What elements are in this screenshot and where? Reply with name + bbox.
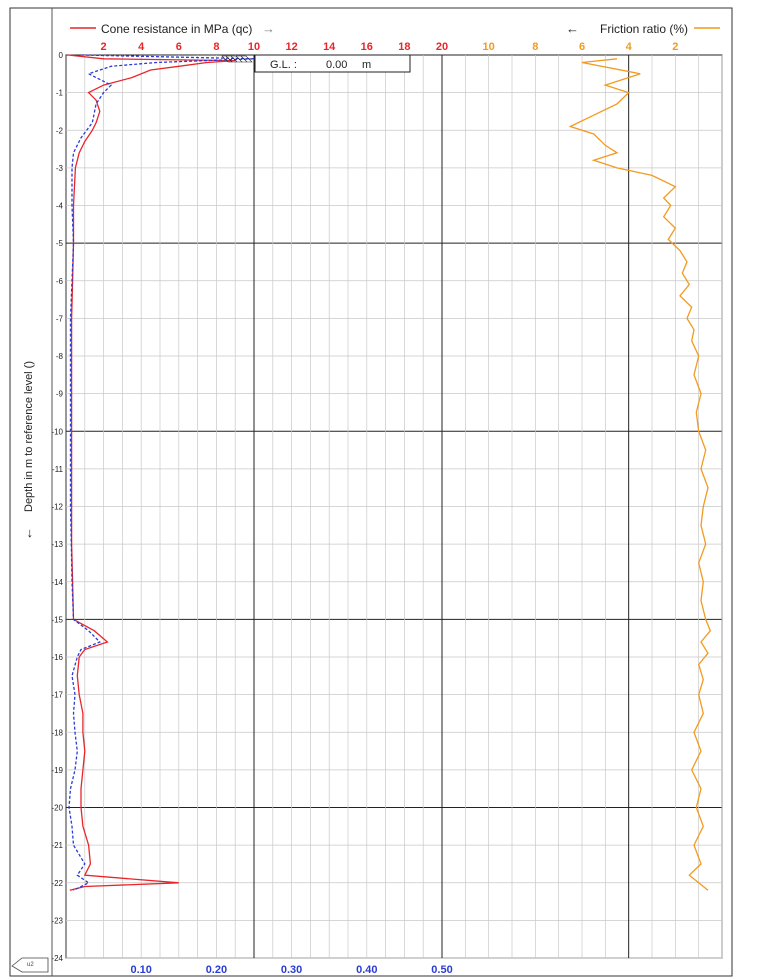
- depth-tick-label: -8: [56, 352, 64, 361]
- depth-tick-label: -17: [51, 691, 63, 700]
- depth-tick-label: -15: [51, 615, 63, 624]
- friction-ratio-line: [568, 58, 712, 891]
- qc-tick-label: 6: [176, 41, 182, 53]
- qc-tick-label: 10: [248, 41, 260, 53]
- depth-tick-label: -16: [51, 653, 63, 662]
- legend-qc-label: Cone resistance in MPa (qc): [101, 22, 252, 36]
- depth-tick-label: -5: [56, 239, 64, 248]
- depth-tick-label: -14: [51, 578, 63, 587]
- depth-tick-label: -21: [51, 841, 63, 850]
- friction-ratio-tick-label: 10: [483, 41, 495, 53]
- depth-tick-label: -24: [51, 954, 63, 963]
- qc-line: [67, 54, 236, 891]
- ground-level-box: G.L. : 0.00 m: [254, 54, 411, 73]
- legend-rf-arrow: ←: [566, 21, 579, 36]
- depth-tick-label: -1: [56, 89, 64, 98]
- y-axis-arrow: ←: [20, 527, 35, 540]
- bottom-tick-label: 0.30: [281, 964, 302, 976]
- qc-tick-label: 20: [436, 41, 448, 53]
- qc-tick-label: 16: [361, 41, 373, 53]
- depth-tick-label: -10: [51, 427, 63, 436]
- gl-label: G.L. :: [270, 59, 297, 71]
- depth-tick-label: -22: [51, 879, 63, 888]
- y-axis-label: Depth in m to reference level (): [23, 361, 35, 512]
- bottom-tick-label: 0.10: [130, 964, 151, 976]
- depth-tick-label: -18: [51, 728, 63, 737]
- bottom-tick-label: 0.20: [206, 964, 227, 976]
- depth-tick-label: -7: [56, 314, 64, 323]
- depth-tick-label: -20: [51, 804, 63, 813]
- friction-ratio-tick-label: 2: [672, 41, 678, 53]
- friction-ratio-tick-label: 6: [579, 41, 585, 53]
- depth-tick-label: -2: [56, 126, 64, 135]
- legend-rf-label: Friction ratio (%): [600, 22, 688, 36]
- depth-tick-label: -19: [51, 766, 63, 775]
- hatch-mark: [221, 55, 253, 63]
- qc-tick-label: 4: [138, 41, 145, 53]
- qc-tick-label: 2: [101, 41, 107, 53]
- legend: Cone resistance in MPa (qc) → ← Friction…: [70, 21, 720, 36]
- depth-tick-label: -3: [56, 164, 64, 173]
- series-lines: [67, 54, 712, 891]
- gl-unit: m: [362, 59, 371, 71]
- outer-frame: [9, 7, 733, 977]
- depth-tick-label: -6: [56, 277, 64, 286]
- bottom-tick-label: 0.50: [431, 964, 452, 976]
- corner-mark-label: u2: [27, 962, 34, 968]
- friction-ratio-tick-label: 8: [532, 41, 538, 53]
- bottom-tick-label: 0.40: [356, 964, 377, 976]
- corner-mark: u2: [11, 957, 49, 973]
- gl-value: 0.00: [326, 59, 347, 71]
- qc-tick-label: 8: [213, 41, 219, 53]
- bottom-ticks: 0.10 0.20 0.30 0.40 0.50: [130, 964, 452, 976]
- depth-tick-label: -13: [51, 540, 63, 549]
- qc-tick-label: 18: [398, 41, 410, 53]
- qc-tick-label: 12: [285, 41, 297, 53]
- qc-ticks: 2 4 6 8 10 12 14 16 18 20: [101, 41, 449, 53]
- qc-tick-label: 14: [323, 41, 336, 53]
- grid: [66, 54, 723, 959]
- depth-tick-label: -12: [51, 503, 63, 512]
- friction-ratio-tick-label: 4: [626, 41, 633, 53]
- legend-qc-arrow: →: [262, 21, 275, 36]
- friction-ratio-ticks: 10 8 6 4 2: [483, 41, 679, 53]
- depth-tick-label: -9: [56, 390, 64, 399]
- depth-tick-label: -23: [51, 916, 63, 925]
- depth-tick-label: -11: [52, 465, 64, 474]
- depth-ticks: 0 -1 -2 -3 -4 -5 -6 -7 -8 -9 -10 -11 -12 -13 -14 -15 -16…: [51, 51, 63, 963]
- sleeve-friction-line: [68, 54, 255, 891]
- depth-tick-label: 0: [59, 51, 64, 60]
- depth-tick-label: -4: [56, 202, 64, 211]
